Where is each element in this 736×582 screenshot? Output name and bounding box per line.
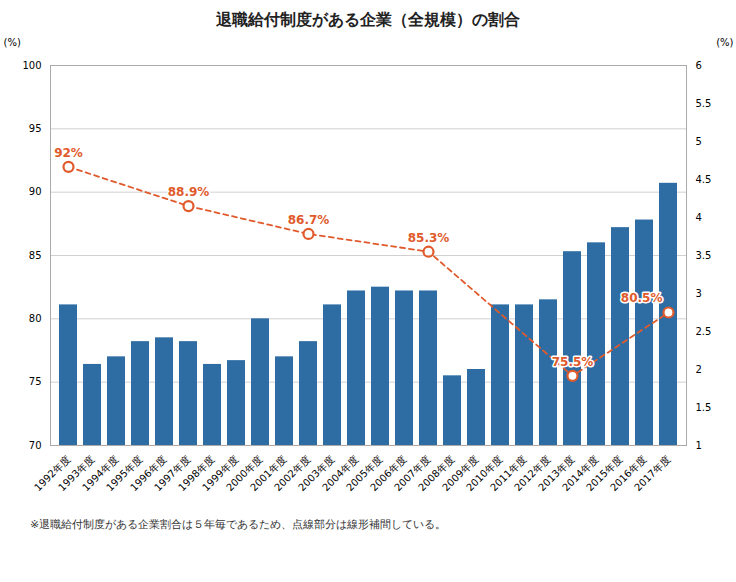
svg-text:92%: 92% — [54, 146, 83, 160]
svg-text:2009年度: 2009年度 — [440, 453, 481, 494]
svg-text:1998年度: 1998年度 — [176, 453, 217, 494]
svg-text:2000年度: 2000年度 — [224, 453, 265, 494]
svg-text:2005年度: 2005年度 — [344, 453, 385, 494]
svg-text:90: 90 — [29, 186, 42, 197]
svg-text:80: 80 — [29, 313, 42, 324]
svg-text:95: 95 — [29, 123, 42, 134]
svg-text:1994年度: 1994年度 — [80, 453, 121, 494]
svg-text:75: 75 — [29, 376, 42, 387]
svg-text:86.7%: 86.7% — [288, 213, 330, 227]
svg-text:80.5%: 80.5% — [621, 291, 663, 305]
svg-text:2010年度: 2010年度 — [464, 453, 505, 494]
svg-text:88.9%: 88.9% — [168, 185, 210, 199]
html-text:退職給付制度がある企業（全規模）の割合: 退職給付制度がある企業（全規模）の割合 — [216, 10, 520, 29]
svg-text:85.3%: 85.3% — [408, 231, 450, 245]
svg-text:1: 1 — [696, 440, 702, 451]
svg-text:2006年度: 2006年度 — [368, 453, 409, 494]
svg-text:2013年度: 2013年度 — [536, 453, 577, 494]
svg-text:4: 4 — [696, 212, 702, 223]
svg-text:2007年度: 2007年度 — [392, 453, 433, 494]
svg-text:(%): (%) — [716, 37, 733, 48]
svg-text:75.5%: 75.5% — [552, 355, 594, 369]
svg-text:3: 3 — [696, 288, 702, 299]
svg-text:2.5: 2.5 — [696, 326, 712, 337]
svg-text:2001年度: 2001年度 — [248, 453, 289, 494]
svg-text:1992年度: 1992年度 — [32, 453, 73, 494]
html-text:※退職給付制度がある企業割合は５年毎であるため、点線部分は線: ※退職給付制度がある企業割合は５年毎であるため、点線部分は線形補間している。 — [30, 518, 447, 531]
svg-text:2008年度: 2008年度 — [416, 453, 457, 494]
svg-text:2017年度: 2017年度 — [632, 453, 672, 493]
svg-text:2003年度: 2003年度 — [296, 453, 337, 494]
svg-text:5: 5 — [696, 136, 702, 147]
svg-text:2016年度: 2016年度 — [608, 453, 649, 494]
svg-text:1.5: 1.5 — [696, 402, 712, 413]
svg-text:2011年度: 2011年度 — [488, 453, 529, 494]
svg-text:1997年度: 1997年度 — [152, 453, 193, 494]
svg-text:5.5: 5.5 — [696, 98, 712, 109]
svg-text:70: 70 — [29, 440, 42, 451]
svg-text:2: 2 — [696, 364, 702, 375]
svg-text:3.5: 3.5 — [696, 250, 712, 261]
svg-text:2014年度: 2014年度 — [560, 453, 601, 494]
svg-text:6: 6 — [696, 60, 702, 71]
svg-text:2002年度: 2002年度 — [272, 453, 313, 494]
svg-text:2004年度: 2004年度 — [320, 453, 361, 494]
svg-text:4.5: 4.5 — [696, 174, 712, 185]
svg-text:1995年度: 1995年度 — [104, 453, 145, 494]
svg-text:2015年度: 2015年度 — [584, 453, 625, 494]
svg-text:85: 85 — [29, 250, 42, 261]
svg-text:1999年度: 1999年度 — [200, 453, 241, 494]
svg-text:1996年度: 1996年度 — [128, 453, 169, 494]
svg-text:(%): (%) — [4, 37, 21, 48]
svg-text:100: 100 — [22, 60, 41, 71]
svg-text:1993年度: 1993年度 — [56, 453, 97, 494]
svg-text:2012年度: 2012年度 — [512, 453, 553, 494]
